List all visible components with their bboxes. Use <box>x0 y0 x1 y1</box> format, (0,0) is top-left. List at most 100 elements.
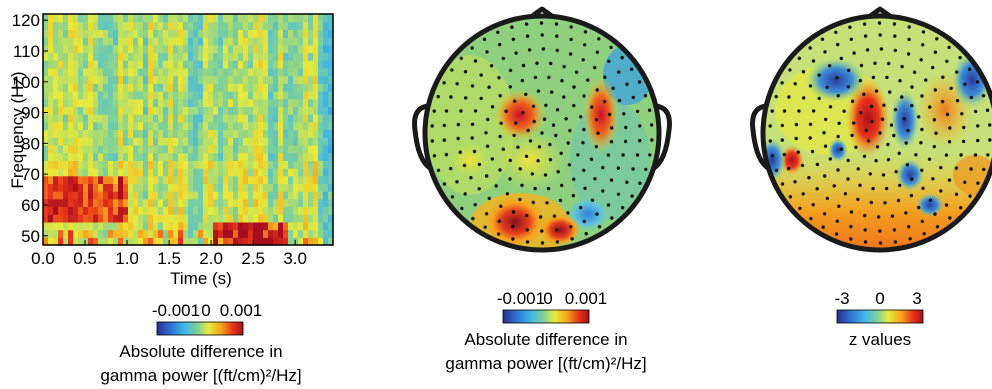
tf-cell <box>108 206 114 215</box>
sensor-dot <box>780 138 784 142</box>
tf-cell <box>263 237 269 246</box>
sensor-dot <box>944 153 949 157</box>
tf-cell <box>113 129 119 138</box>
tf-cell <box>218 114 224 123</box>
tf-cell <box>198 14 204 23</box>
sensor-dot <box>567 163 572 167</box>
sensor-dot <box>593 65 597 70</box>
tf-cell <box>118 206 124 215</box>
tf-cell <box>123 121 129 131</box>
sensor-dot <box>859 63 864 68</box>
tf-cell <box>178 21 184 30</box>
tf-cell <box>63 152 69 161</box>
tf-cell <box>58 83 64 92</box>
tf-cell <box>263 160 269 169</box>
tf-cell <box>88 60 94 69</box>
tf-cell <box>273 221 279 231</box>
tf-cell <box>58 168 64 177</box>
tf-cell <box>123 52 129 61</box>
tf-cell <box>193 83 199 92</box>
sensor-dot <box>924 78 928 82</box>
tf-cell <box>63 91 69 100</box>
tf-cell <box>323 183 329 192</box>
tf-cell <box>238 14 244 23</box>
sensor-dot <box>807 176 811 180</box>
sensor-dot <box>782 152 787 157</box>
sensor-dot <box>463 192 467 196</box>
tf-cell <box>258 183 264 192</box>
tf-cell <box>288 106 294 115</box>
tf-cell <box>243 221 249 231</box>
tf-cell <box>303 152 309 161</box>
tf-cell <box>183 52 189 61</box>
tf-cell <box>153 75 159 84</box>
tf-cell <box>118 137 124 146</box>
tf-cell <box>253 106 259 115</box>
tf-cell <box>228 114 234 123</box>
tf-cell <box>188 98 194 107</box>
sensor-dot <box>450 195 455 199</box>
tf-cell <box>218 98 224 107</box>
cb2-tick-max: 0.001 <box>565 289 608 308</box>
cb2-label-line2: gamma power [(ft/cm)²/Hz] <box>445 354 646 373</box>
tf-cell <box>83 114 89 123</box>
sensor-dot <box>836 94 840 98</box>
tf-cell <box>83 60 89 69</box>
sensor-dot <box>597 37 601 41</box>
tf-cell <box>98 67 104 77</box>
sensor-dot <box>650 138 654 142</box>
sensor-dot <box>782 109 787 113</box>
tf-cell <box>258 75 264 84</box>
tf-cell <box>163 52 169 61</box>
tf-cell <box>148 114 154 123</box>
tf-cell <box>293 168 299 177</box>
tf-cell <box>323 144 329 154</box>
tf-cell <box>138 21 144 30</box>
tf-cell <box>303 29 309 38</box>
sensor-dot <box>470 136 474 140</box>
tf-cell <box>83 206 89 215</box>
tf-cell <box>88 175 94 184</box>
tf-cell <box>173 175 179 184</box>
tf-cell <box>118 121 124 131</box>
tf-cell <box>173 206 179 215</box>
tf-cell <box>118 221 124 231</box>
sensor-dot <box>512 99 517 103</box>
sensor-dot <box>906 128 910 133</box>
tf-cell <box>98 221 104 231</box>
sensor-dot <box>843 192 848 196</box>
tf-cell <box>58 29 64 38</box>
tf-cell <box>208 98 214 107</box>
sensor-dot <box>601 189 605 193</box>
tf-cell <box>298 21 304 30</box>
tf-cell <box>278 121 284 131</box>
tf-cell <box>98 37 104 46</box>
tf-cell <box>228 121 234 131</box>
sensor-dot <box>800 163 805 168</box>
tf-cell <box>163 214 169 223</box>
tf-cell <box>48 175 54 184</box>
tf-cell <box>318 175 324 184</box>
tf-cell <box>278 221 284 231</box>
sensor-dot <box>499 121 503 126</box>
tf-cell <box>103 91 109 100</box>
tf-cell <box>53 98 59 107</box>
sensor-dot <box>518 197 522 202</box>
tf-cell <box>108 175 114 184</box>
tf-cell <box>128 183 134 192</box>
tf-cell <box>248 121 254 131</box>
sensor-dot <box>562 95 566 99</box>
sensor-dot <box>595 88 599 92</box>
tf-cell <box>238 21 244 30</box>
tf-cell <box>203 191 209 200</box>
sensor-dot <box>554 228 559 232</box>
tf-cell <box>223 198 229 208</box>
sensor-dot <box>571 193 576 198</box>
tf-cell <box>308 83 314 92</box>
tf-cell <box>328 60 334 69</box>
tf-cell <box>53 144 59 154</box>
tf-cell <box>258 29 264 38</box>
tf-cell <box>73 37 79 46</box>
sensor-dot <box>846 85 850 89</box>
